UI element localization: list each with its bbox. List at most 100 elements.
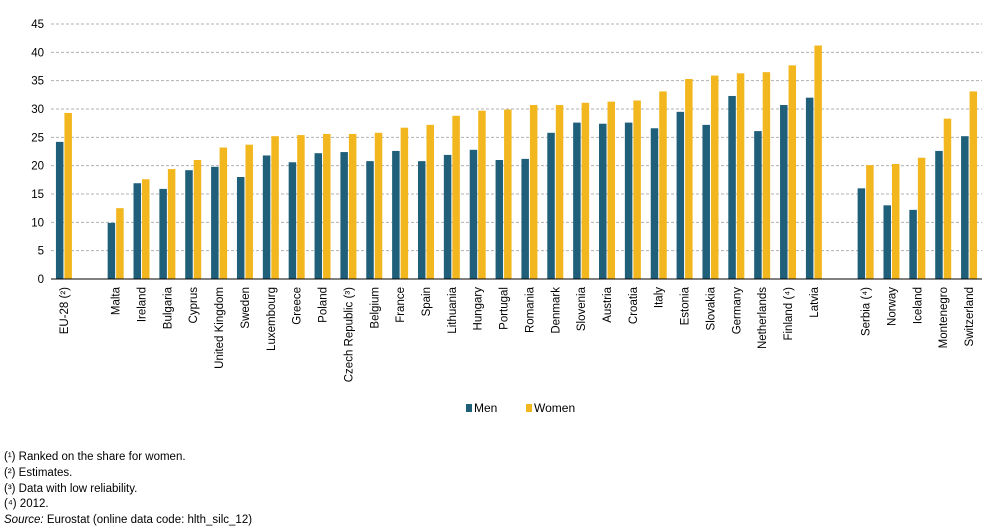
chart-grid bbox=[51, 23, 982, 252]
bar-men bbox=[883, 205, 891, 279]
x-tick-label: Iceland bbox=[912, 287, 924, 324]
bar-women bbox=[142, 179, 150, 279]
x-tick-label: Estonia bbox=[680, 286, 692, 325]
bar-women bbox=[167, 169, 176, 279]
bar-men bbox=[728, 95, 736, 279]
legend-swatch-women bbox=[526, 404, 532, 412]
x-tick-label: Ireland bbox=[137, 287, 149, 322]
bar-women bbox=[400, 127, 409, 279]
source-text: Eurostat (online data code: hlth_silc_12… bbox=[43, 514, 253, 527]
bar-women bbox=[323, 133, 331, 279]
bar-women bbox=[943, 118, 952, 279]
bar-men bbox=[805, 97, 814, 280]
y-tick-label: 15 bbox=[31, 189, 44, 201]
y-tick-label: 45 bbox=[31, 19, 44, 31]
bar-men bbox=[909, 209, 917, 279]
bar-men bbox=[702, 124, 710, 279]
x-tick-label: Slovakia bbox=[705, 286, 717, 330]
bar-men bbox=[107, 222, 116, 279]
bar-chart: 0 5 10 15 20 25 30 35 40 45 EU-28 (²) Malta Ireland… bbox=[31, 19, 982, 415]
legend-label-men: Men bbox=[474, 401, 497, 415]
y-tick-label: 30 bbox=[31, 104, 44, 116]
legend-swatch-men bbox=[466, 404, 472, 412]
bar-women bbox=[348, 133, 357, 279]
bar-women bbox=[607, 101, 616, 279]
bar-men bbox=[961, 136, 969, 279]
x-tick-label: Montenegro bbox=[938, 287, 950, 348]
x-tick-label: Hungary bbox=[473, 287, 485, 331]
y-tick-label: 5 bbox=[38, 246, 44, 258]
x-tick-label: Malta bbox=[111, 286, 123, 315]
x-tick-label: Lithuania bbox=[447, 286, 459, 333]
y-tick-label: 0 bbox=[38, 274, 44, 286]
bar-men bbox=[573, 122, 581, 279]
x-tick-label: Denmark bbox=[550, 287, 562, 334]
bar-women bbox=[64, 112, 72, 279]
footnote-3: (³) Data with low reliability. bbox=[4, 482, 138, 495]
bar-women bbox=[504, 109, 512, 279]
x-tick-label: Spain bbox=[421, 287, 433, 316]
x-tick-label: Bulgaria bbox=[162, 286, 174, 329]
bar-men bbox=[857, 188, 866, 279]
bar-women bbox=[659, 91, 667, 279]
x-tick-label: Austria bbox=[602, 286, 614, 322]
bar-men bbox=[288, 162, 297, 279]
bar-women bbox=[633, 100, 641, 279]
bar-women bbox=[736, 73, 745, 279]
x-tick-label: Sweden bbox=[240, 287, 252, 329]
bar-men bbox=[547, 132, 555, 279]
bar-men bbox=[392, 150, 400, 279]
bar-men bbox=[55, 141, 64, 279]
bar-women bbox=[374, 132, 383, 279]
bar-men bbox=[676, 111, 685, 279]
x-tick-label: France bbox=[395, 287, 407, 323]
bar-men bbox=[754, 131, 762, 279]
x-tick-label: United Kingdom bbox=[214, 287, 226, 369]
x-tick-label: Finland (⁴) bbox=[783, 287, 795, 341]
footnotes: (¹) Ranked on the share for women. (²) E… bbox=[4, 450, 252, 529]
bar-men bbox=[599, 123, 607, 279]
bar-women bbox=[116, 208, 124, 279]
x-tick-label: Italy bbox=[654, 287, 666, 308]
x-tick-label: Romania bbox=[524, 286, 536, 333]
bar-men bbox=[211, 166, 219, 279]
footnote-4: (⁴) 2012. bbox=[4, 498, 49, 511]
x-tick-label: Germany bbox=[731, 287, 743, 335]
y-axis-tick-labels: 0 5 10 15 20 25 30 35 40 45 bbox=[31, 19, 44, 286]
bar-men bbox=[133, 183, 142, 279]
x-tick-label: Czech Republic (³) bbox=[343, 287, 355, 382]
footnote-1: (¹) Ranked on the share for women. bbox=[4, 451, 186, 463]
bar-men bbox=[443, 154, 452, 279]
x-tick-label: Latvia bbox=[809, 286, 821, 317]
x-tick-label: Portugal bbox=[499, 287, 511, 330]
bar-women bbox=[710, 75, 719, 279]
bar-women bbox=[219, 147, 228, 279]
bar-men bbox=[624, 122, 633, 279]
bar-women bbox=[891, 163, 900, 279]
y-tick-label: 10 bbox=[31, 217, 44, 229]
x-axis-tick-labels: EU-28 (²) Malta Ireland Bulgaria Cyprus Unite… bbox=[59, 286, 976, 382]
bar-women bbox=[814, 45, 822, 280]
bar-men bbox=[236, 177, 245, 279]
x-tick-label: Poland bbox=[318, 287, 330, 323]
bar-women bbox=[917, 157, 926, 279]
y-tick-label: 40 bbox=[31, 47, 44, 59]
bar-men bbox=[935, 150, 943, 279]
bar-men bbox=[262, 155, 271, 279]
bar-women bbox=[245, 144, 253, 279]
source-line: Source: Eurostat (online data code: hlth… bbox=[4, 513, 252, 529]
bar-men bbox=[495, 160, 504, 279]
bar-women bbox=[271, 136, 279, 279]
y-tick-label: 35 bbox=[31, 76, 44, 88]
bar-women bbox=[297, 135, 305, 279]
x-tick-label: Serbia (⁴) bbox=[861, 287, 873, 336]
bar-men bbox=[159, 188, 167, 279]
bar-men bbox=[366, 161, 374, 279]
y-tick-label: 25 bbox=[31, 132, 44, 144]
y-tick-label: 20 bbox=[31, 161, 44, 173]
bar-men bbox=[417, 161, 426, 279]
bar-women bbox=[788, 65, 797, 279]
bar-women bbox=[426, 124, 434, 279]
chart-legend: Men Women bbox=[466, 401, 575, 415]
x-tick-label: Croatia bbox=[628, 286, 640, 324]
